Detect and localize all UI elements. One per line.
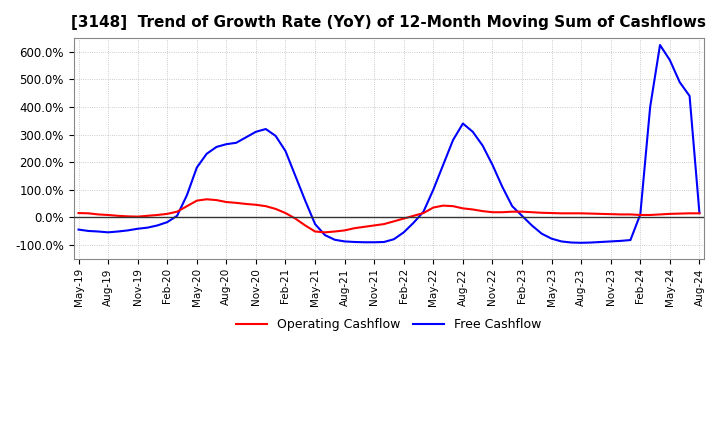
Line: Free Cashflow: Free Cashflow	[78, 45, 699, 243]
Line: Operating Cashflow: Operating Cashflow	[78, 199, 699, 232]
Operating Cashflow	[153, 213, 162, 218]
Free Cashflow	[695, 210, 703, 216]
Free Cashflow	[379, 239, 388, 245]
Operating Cashflow	[350, 226, 359, 231]
Operating Cashflow	[498, 209, 507, 215]
Operating Cashflow	[695, 211, 703, 216]
Free Cashflow	[469, 129, 477, 134]
Free Cashflow	[74, 227, 83, 232]
Operating Cashflow	[74, 210, 83, 216]
Free Cashflow	[478, 143, 487, 148]
Operating Cashflow	[202, 197, 211, 202]
Legend: Operating Cashflow, Free Cashflow: Operating Cashflow, Free Cashflow	[231, 313, 547, 336]
Title: [3148]  Trend of Growth Rate (YoY) of 12-Month Moving Sum of Cashflows: [3148] Trend of Growth Rate (YoY) of 12-…	[71, 15, 706, 30]
Free Cashflow	[330, 237, 339, 242]
Operating Cashflow	[320, 230, 329, 235]
Operating Cashflow	[488, 209, 497, 215]
Operating Cashflow	[439, 203, 448, 208]
Operating Cashflow	[400, 216, 408, 221]
Free Cashflow	[153, 223, 162, 228]
Free Cashflow	[577, 240, 585, 246]
Free Cashflow	[656, 42, 665, 48]
Free Cashflow	[419, 209, 428, 214]
